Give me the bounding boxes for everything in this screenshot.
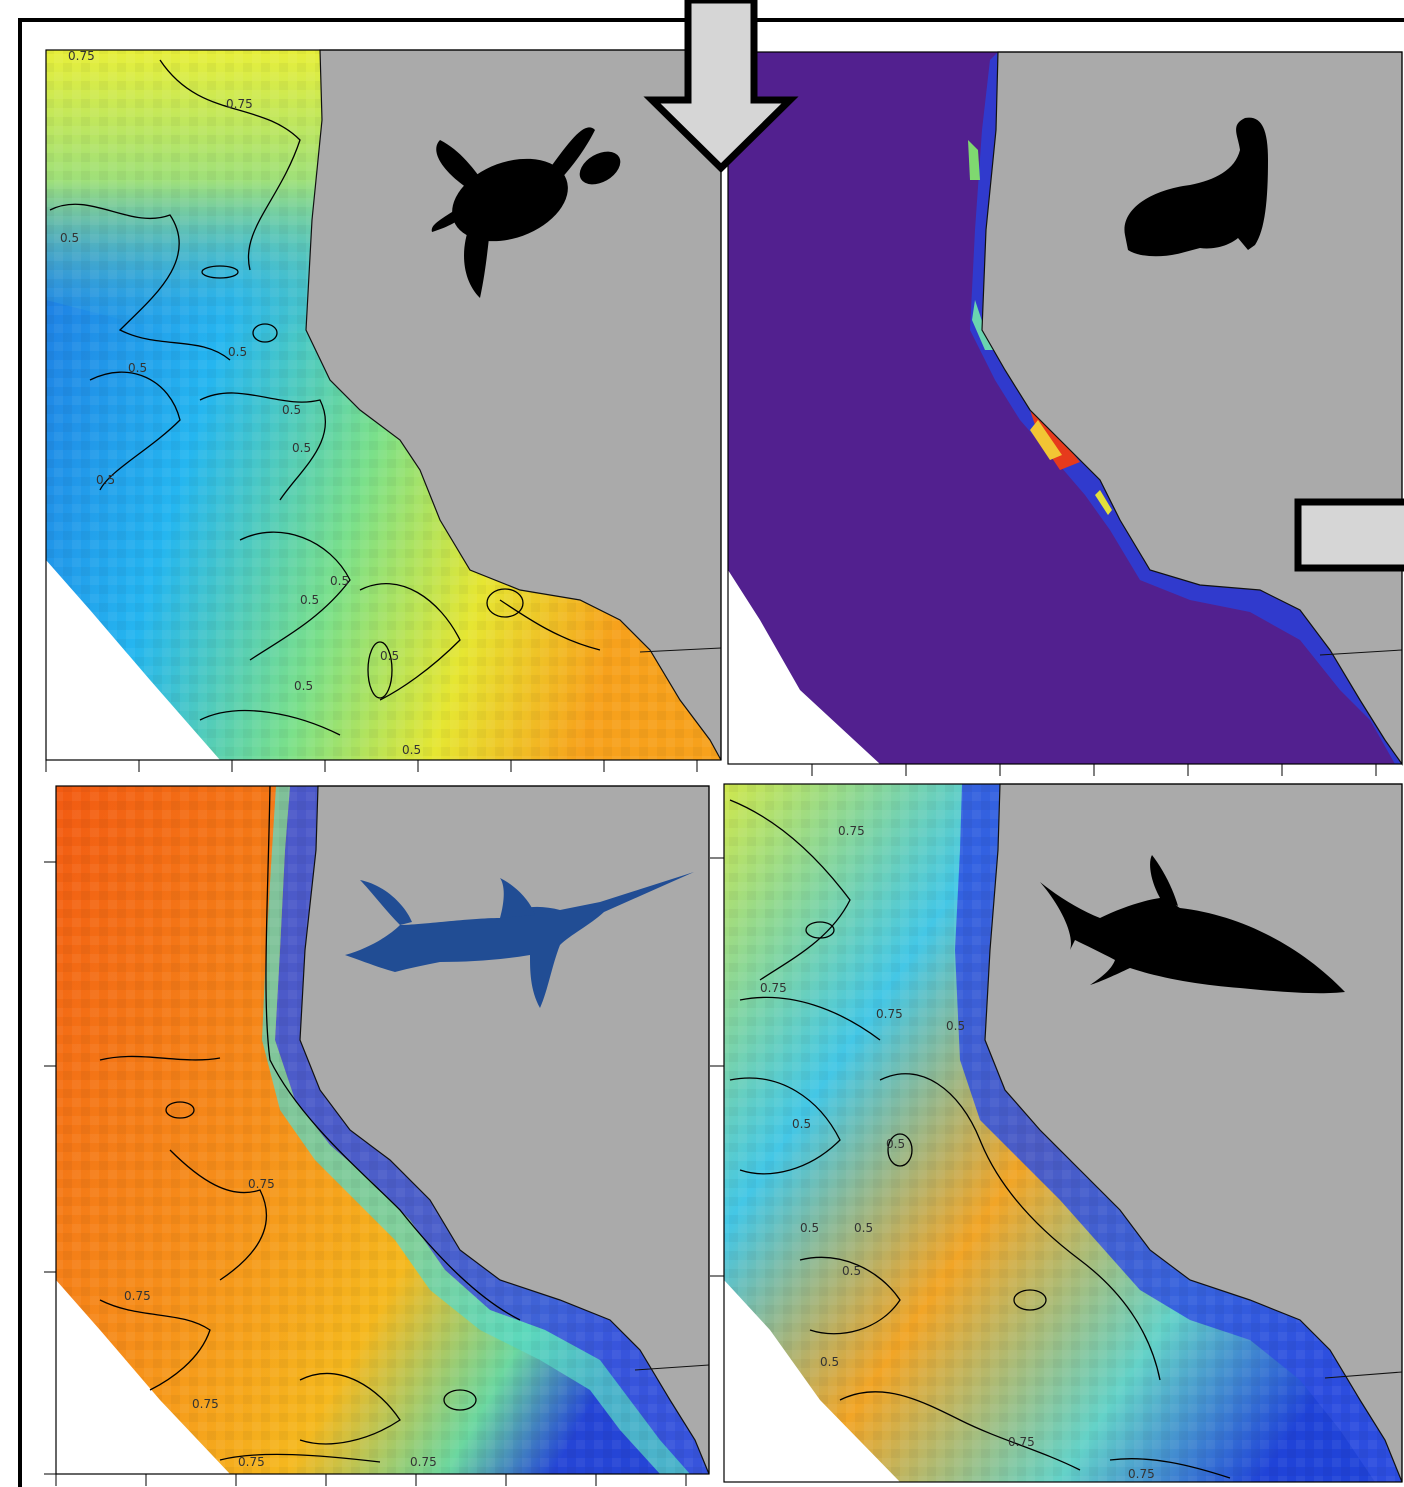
svg-text:0.5: 0.5 [820, 1355, 839, 1369]
svg-text:0.5: 0.5 [800, 1221, 819, 1235]
svg-text:0.5: 0.5 [330, 574, 349, 588]
svg-text:0.75: 0.75 [238, 1455, 265, 1469]
contours-swordfish [99, 785, 521, 1463]
panel-swordfish: 0.75 0.75 0.75 0.75 0.75 [55, 785, 710, 1475]
svg-text:0.75: 0.75 [838, 824, 865, 838]
panel-shark: 0.75 0.75 0.75 0.5 0.5 0.5 0.5 0.5 0.5 0… [723, 783, 1403, 1483]
svg-text:0.5: 0.5 [402, 743, 421, 757]
svg-text:0.5: 0.5 [946, 1019, 965, 1033]
svg-text:0.75: 0.75 [1128, 1467, 1155, 1481]
right-arrow-icon [1294, 498, 1404, 572]
svg-text:0.5: 0.5 [292, 441, 311, 455]
svg-text:0.75: 0.75 [124, 1289, 151, 1303]
svg-text:0.5: 0.5 [380, 649, 399, 663]
panel-frame-shark [723, 783, 1403, 1483]
svg-text:0.75: 0.75 [68, 49, 95, 63]
contours-shark [729, 799, 1231, 1479]
panel-frame-turtle [45, 49, 722, 761]
contours-turtle [49, 59, 601, 736]
svg-text:0.5: 0.5 [842, 1264, 861, 1278]
svg-text:0.5: 0.5 [60, 231, 79, 245]
svg-text:0.5: 0.5 [96, 473, 115, 487]
svg-text:0.75: 0.75 [192, 1397, 219, 1411]
panel-frame-sea-lion [727, 51, 1403, 765]
svg-text:0.5: 0.5 [300, 593, 319, 607]
panel-turtle: 0.75 0.75 0.5 0.5 0.5 0.5 0.5 0.5 0.5 0.… [45, 49, 722, 761]
svg-text:0.75: 0.75 [226, 97, 253, 111]
swordfish-icon [345, 872, 694, 1008]
contour-labels-turtle: 0.75 0.75 0.5 0.5 0.5 0.5 0.5 0.5 0.5 0.… [60, 49, 421, 757]
svg-text:0.75: 0.75 [876, 1007, 903, 1021]
svg-text:0.5: 0.5 [294, 679, 313, 693]
svg-text:0.5: 0.5 [128, 361, 147, 375]
contour-labels-swordfish: 0.75 0.75 0.75 0.75 0.75 [124, 1177, 437, 1469]
shark-icon [1040, 855, 1345, 994]
land-sea-lion [981, 51, 1403, 766]
panel-frame-swordfish [55, 785, 710, 1475]
svg-text:0.5: 0.5 [282, 403, 301, 417]
svg-text:0.5: 0.5 [886, 1137, 905, 1151]
ocean-sea-lion [728, 52, 1402, 764]
axis-ticks [44, 760, 1377, 1486]
land-turtle [305, 49, 722, 761]
svg-text:0.75: 0.75 [760, 981, 787, 995]
panel-sea-lion [727, 51, 1403, 766]
svg-text:0.75: 0.75 [410, 1455, 437, 1469]
svg-text:0.5: 0.5 [792, 1117, 811, 1131]
contour-labels-shark: 0.75 0.75 0.75 0.5 0.5 0.5 0.5 0.5 0.5 0… [760, 824, 1155, 1481]
svg-text:0.75: 0.75 [248, 1177, 275, 1191]
down-arrow-icon [643, 0, 799, 173]
sea-turtle-icon [431, 127, 621, 298]
svg-text:0.75: 0.75 [1008, 1435, 1035, 1449]
svg-text:0.5: 0.5 [228, 345, 247, 359]
sea-lion-icon [1124, 117, 1268, 257]
svg-text:0.5: 0.5 [854, 1221, 873, 1235]
